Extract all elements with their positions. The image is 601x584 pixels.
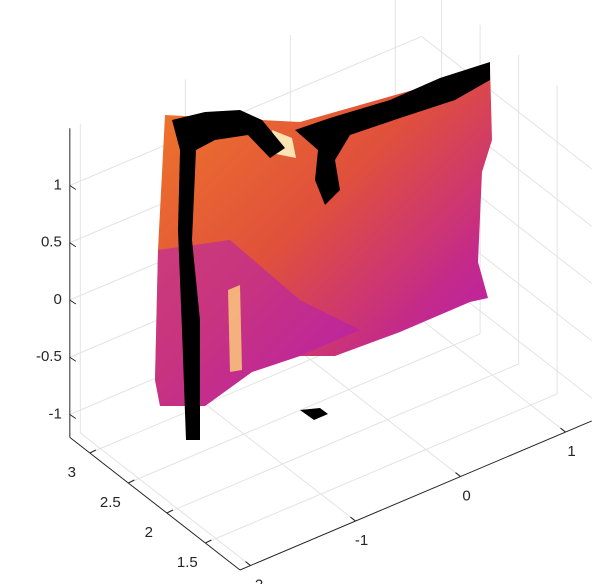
chart: -2 -1 0 1 1.5 2 2.5 3 -1 -0.5 0 0.5 1 (0, 0, 601, 584)
x-tick-label: 1 (567, 443, 575, 460)
z-tick (70, 243, 76, 247)
y-tick (128, 480, 134, 483)
z-tick-label: -0.5 (36, 348, 62, 365)
x-tick (351, 517, 356, 521)
y-tick-label: 1.5 (177, 554, 198, 571)
x-tick (246, 562, 251, 566)
y-tick-label: 3 (68, 464, 76, 481)
z-tick-label: 0.5 (41, 234, 62, 251)
y-axis (70, 437, 240, 570)
z-tick-label: 0 (53, 291, 61, 308)
x-axis (240, 421, 592, 570)
y-tick (167, 510, 173, 513)
y-tick-label: 2.5 (100, 494, 121, 511)
x-tick-label: -1 (355, 532, 368, 549)
z-tick (70, 415, 76, 419)
grid-line (185, 388, 355, 521)
x-tick (561, 428, 566, 432)
y-tick (90, 450, 96, 453)
x-tick (456, 473, 461, 477)
z-tick (70, 357, 76, 361)
point-cloud-fragment (300, 408, 328, 420)
z-tick (70, 186, 76, 190)
x-tick-label: 0 (462, 488, 470, 505)
z-tick (70, 300, 76, 304)
grid-line (205, 394, 557, 543)
y-tick-label: 2 (145, 524, 153, 541)
y-tick (205, 540, 211, 543)
z-tick-label: 1 (53, 176, 61, 193)
point-cloud (155, 62, 492, 440)
point-cloud-highlight (228, 285, 242, 372)
z-tick-label: -1 (48, 405, 61, 422)
x-tick-label: -2 (250, 577, 263, 584)
